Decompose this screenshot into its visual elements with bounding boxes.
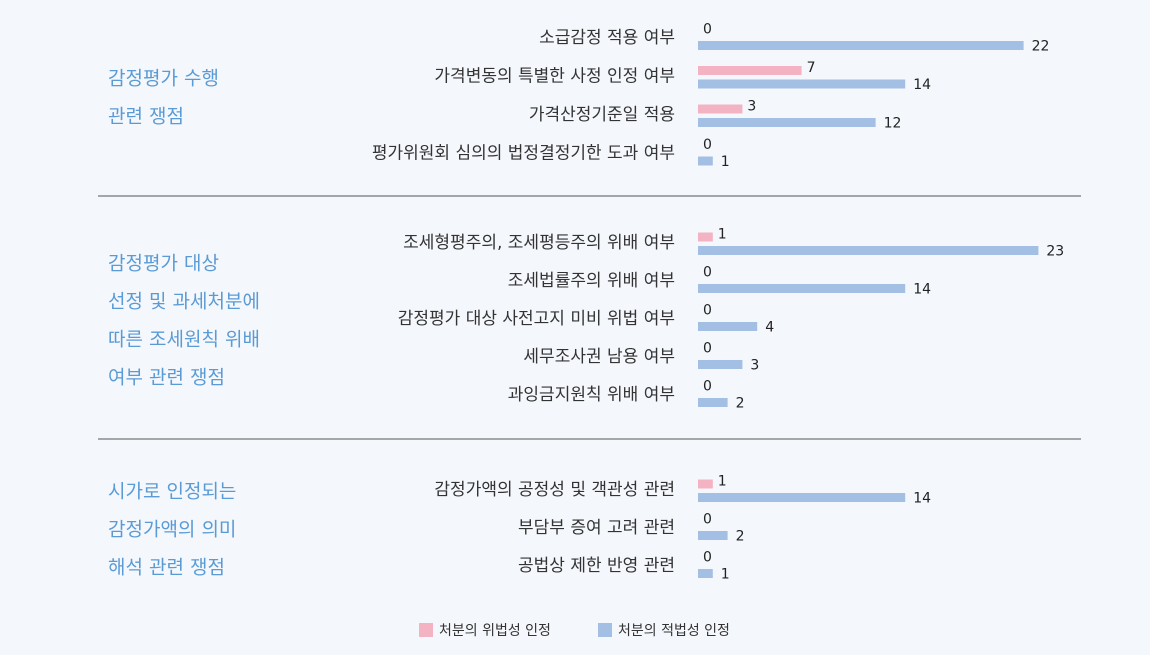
group-label: 여부 관련 쟁점 [108,367,225,389]
legend-label: 처분의 위법성 인정 [439,623,551,639]
data-label-illegal: 3 [747,99,756,115]
data-label-legal: 1 [721,154,730,170]
category-label: 세무조사권 남용 여부 [523,347,675,367]
bar-legal [698,569,713,578]
bar-legal [698,398,728,407]
bar-legal [698,246,1039,255]
group-label: 감정가액의 의미 [108,519,236,541]
data-label-legal: 14 [913,77,931,93]
data-label-illegal: 0 [703,341,712,357]
bar-legal [698,322,758,331]
bar-illegal [698,479,713,489]
bar-legal [698,493,906,502]
bar-illegal [698,66,802,75]
group-label: 관련 쟁점 [108,105,184,127]
bar-legal [698,79,906,89]
data-label-illegal: 0 [703,550,712,566]
data-label-legal: 1 [721,567,730,583]
data-label-legal: 4 [765,320,774,336]
group-label: 해석 관련 쟁점 [108,557,225,579]
category-label: 소급감정 적용 여부 [539,28,675,48]
category-label: 가격산정기준일 적용 [529,105,675,125]
legend-label: 처분의 적법성 인정 [618,623,730,639]
category-label: 조세형평주의, 조세평등주의 위배 여부 [403,233,675,253]
group-label: 감정평가 수행 [108,67,219,89]
bar-illegal [698,104,743,114]
category-label: 과잉금지원칙 위배 여부 [508,385,675,405]
data-label-illegal: 0 [703,379,712,395]
data-label-illegal: 0 [703,303,712,319]
data-label-legal: 2 [736,396,745,412]
data-label-illegal: 0 [703,137,712,153]
category-label: 감정가액의 공정성 및 객관성 관련 [434,480,675,500]
group-label: 선정 및 과세처분에 [108,291,260,313]
bar-legal [698,531,728,540]
category-label: 평가위원회 심의의 법정결정기한 도과 여부 [372,144,675,164]
data-label-illegal: 0 [703,265,712,281]
category-label: 가격변동의 특별한 사정 인정 여부 [434,67,675,87]
data-label-legal: 3 [750,358,759,374]
bar-legal [698,156,713,166]
data-label-illegal: 0 [703,22,712,38]
category-label: 감정평가 대상 사전고지 미비 위법 여부 [398,309,675,329]
legend-swatch [598,623,612,637]
data-label-illegal: 1 [718,227,727,243]
group-label: 감정평가 대상 [108,253,219,275]
group-label: 따른 조세원칙 위배 [108,329,260,351]
category-label: 부담부 증여 고려 관련 [518,518,675,538]
data-label-legal: 14 [913,282,931,298]
bar-legal [698,284,906,293]
legend-swatch [419,623,433,637]
category-label: 공법상 제한 반영 관련 [518,556,675,576]
data-label-legal: 22 [1032,39,1050,55]
category-label: 조세법률주의 위배 여부 [508,271,675,291]
group-label: 시가로 인정되는 [108,481,236,503]
bar-legal [698,118,876,127]
data-label-legal: 2 [736,529,745,545]
data-label-illegal: 7 [807,60,816,76]
bar-legal [698,360,743,369]
data-label-legal: 23 [1046,244,1064,260]
data-label-legal: 12 [884,116,902,132]
data-label-illegal: 0 [703,512,712,528]
data-label-legal: 14 [913,491,931,507]
bar-legal [698,41,1024,50]
bar-illegal [698,232,713,242]
data-label-illegal: 1 [718,474,727,490]
